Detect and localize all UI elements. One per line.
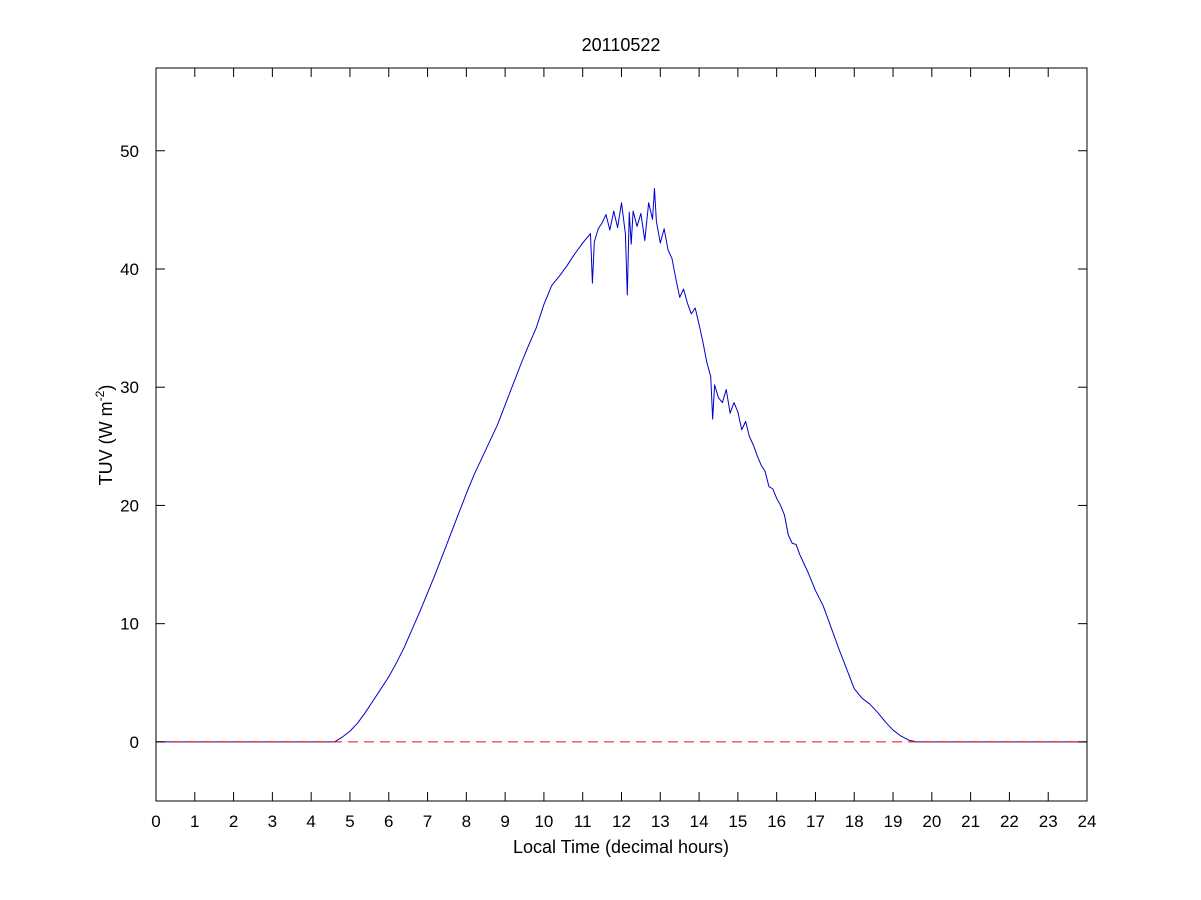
plot-background	[156, 68, 1087, 801]
x-tick-label: 2	[229, 812, 238, 831]
y-axis-ticks: 0 10 20 30 40 50	[120, 142, 1087, 752]
x-tick-label: 19	[884, 812, 903, 831]
y-tick-label: 40	[120, 260, 139, 279]
y-tick-label: 0	[130, 733, 139, 752]
y-tick-label: 30	[120, 378, 139, 397]
series-line-1	[156, 188, 1087, 743]
x-tick-label: 7	[423, 812, 432, 831]
x-tick-label: 4	[306, 812, 315, 831]
y-axis-label-close: )	[96, 385, 116, 391]
x-axis-label: Local Time (decimal hours)	[513, 837, 729, 857]
x-tick-label: 16	[767, 812, 786, 831]
y-axis-label-main: TUV (W m	[96, 401, 116, 485]
x-tick-label: 3	[268, 812, 277, 831]
x-tick-label: 22	[1000, 812, 1019, 831]
x-tick-label: 11	[574, 812, 592, 831]
x-tick-label: 18	[845, 812, 864, 831]
x-tick-label: 12	[612, 812, 631, 831]
y-axis-label-superscript: -2	[93, 390, 107, 401]
x-tick-label: 20	[922, 812, 941, 831]
x-tick-label: 21	[961, 812, 980, 831]
x-tick-label: 23	[1039, 812, 1058, 831]
y-tick-label: 50	[120, 142, 139, 161]
series-layer	[156, 188, 1087, 743]
x-tick-label: 9	[500, 812, 509, 831]
y-tick-label: 20	[120, 496, 139, 515]
y-tick-label: 10	[120, 615, 139, 634]
x-tick-label: 17	[806, 812, 825, 831]
chart-title: 20110522	[582, 35, 661, 55]
x-tick-label: 1	[190, 812, 199, 831]
x-tick-label: 10	[534, 812, 553, 831]
x-tick-label: 0	[151, 812, 160, 831]
x-tick-label: 5	[345, 812, 354, 831]
x-tick-label: 8	[462, 812, 471, 831]
x-tick-label: 13	[651, 812, 670, 831]
y-axis-label: TUV (W m-2)	[93, 385, 116, 486]
x-tick-label: 6	[384, 812, 393, 831]
plot-area	[155, 67, 1088, 802]
x-tick-label: 14	[690, 812, 709, 831]
x-axis-ticks: 0 1 2 3 4 5 6 7 8 9 10 11 12 13 14 15 16 17 18 19 20 21 22 23 24	[151, 68, 1096, 831]
x-tick-label: 15	[728, 812, 747, 831]
x-tick-label: 24	[1078, 812, 1097, 831]
